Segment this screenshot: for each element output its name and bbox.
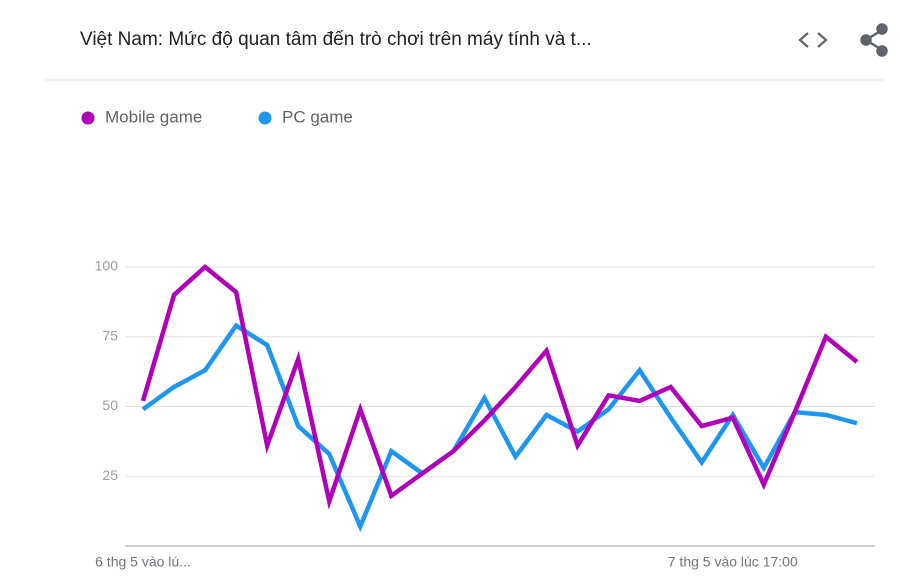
y-tick-label: 50 <box>102 397 118 413</box>
legend-marker <box>81 111 95 125</box>
y-tick-label: 100 <box>95 258 119 274</box>
chart-title: Việt Nam: Mức độ quan tâm đến trò chơi t… <box>80 29 592 50</box>
y-tick-label: 25 <box>102 467 118 483</box>
y-tick-label: 75 <box>102 327 118 343</box>
x-tick-label: 6 thg 5 vào lú... <box>95 554 191 570</box>
line-series <box>140 264 859 510</box>
share-icon[interactable] <box>860 23 888 57</box>
x-tick-label: 7 thg 5 vào lúc 17:00 <box>668 554 798 570</box>
legend-label: Mobile game <box>105 107 202 126</box>
embed-icon[interactable] <box>798 32 828 48</box>
legend-marker <box>258 111 272 125</box>
legend-label: PC game <box>282 107 353 126</box>
